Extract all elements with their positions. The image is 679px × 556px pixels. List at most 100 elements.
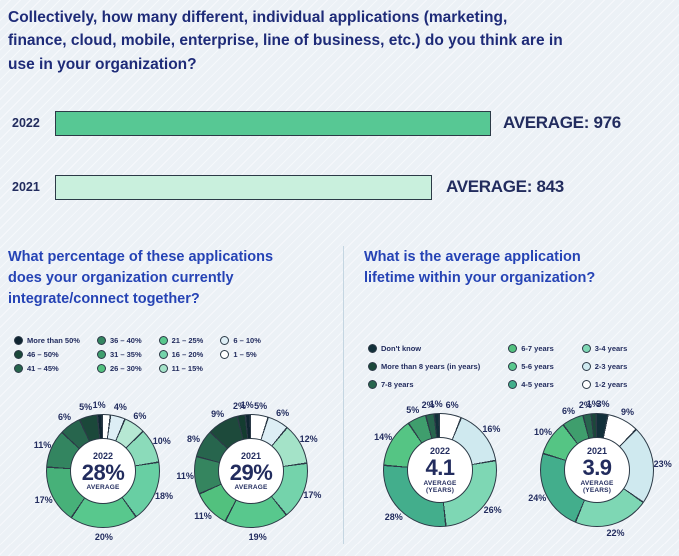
donut-segment-label: 24%	[528, 493, 547, 504]
legend-color-dot	[368, 362, 377, 371]
legend-label: More than 50%	[27, 336, 80, 345]
legend-item: 3-4 years	[581, 344, 627, 353]
donut-segment-label: 6%	[276, 408, 290, 419]
legend-label: 1 – 5%	[233, 350, 257, 359]
legend-color-dot	[220, 336, 230, 345]
legend-item: 26 – 30%	[96, 364, 142, 373]
donut-center: 2022 28% AVERAGE	[70, 438, 136, 504]
donut-ring	[46, 414, 160, 528]
legend-item: 4-5 years	[508, 380, 554, 389]
donut-segment-label: 5%	[79, 402, 93, 413]
legend-item: 41 – 45%	[14, 364, 80, 373]
legend-item: Don't know	[368, 344, 480, 353]
donut-center-year: 2022	[429, 446, 451, 457]
left-question-line-1: What percentage of these applications	[8, 249, 274, 265]
legend-label: 16 – 20%	[171, 350, 204, 359]
legend-label: More than 8 years (in years)	[381, 362, 481, 371]
donut-segment-label: 20%	[94, 532, 113, 542]
legend-item: 6 – 10%	[220, 336, 261, 345]
legend-label: Don't know	[381, 344, 422, 353]
donut-center: 2022 4.1 AVERAGE (YEARS)	[407, 437, 473, 503]
donut-center-value: 28%	[81, 459, 125, 485]
legend-color-dot	[581, 344, 591, 353]
legend-item: 46 – 50%	[14, 350, 80, 359]
bar-year-label-2022: 2022	[12, 116, 40, 130]
donut-center-sub2: (YEARS)	[425, 486, 455, 494]
donut-segment-label: 12%	[299, 433, 318, 444]
donut-segment-label: 18%	[154, 491, 174, 502]
donut-segment-label: 1%	[240, 400, 254, 411]
legend-label: 5-6 years	[521, 362, 554, 371]
left-question-line-3: integrate/connect together?	[8, 291, 200, 308]
donut-segment-label: 10%	[533, 427, 553, 437]
bar-2022	[55, 111, 491, 136]
legend-item: 2-3 years	[581, 362, 628, 371]
legend-label: 21 – 25%	[171, 336, 204, 345]
donut-segment-label: 6%	[133, 411, 147, 422]
donut-center: 2021 29% AVERAGE	[218, 438, 284, 504]
donut-center-sub2: (YEARS)	[582, 486, 612, 494]
bar-average-2021: AVERAGE: 843	[446, 177, 564, 196]
donut-segment-label: 10%	[152, 436, 171, 447]
donut-segment-label: 3%	[596, 399, 610, 410]
legend-color-dot	[581, 380, 591, 389]
legend-item: 31 – 35%	[96, 350, 142, 359]
legend-color-dot	[14, 350, 23, 359]
donut-segment-label: 2%	[578, 400, 592, 410]
bar-year-label-2021: 2021	[12, 180, 40, 194]
top-question-line-3: use in your organization?	[8, 55, 197, 73]
donut-segment-label: 4%	[113, 402, 127, 413]
donut-integration-2021: 2021 29% AVERAGE 5% 6% 12% 17% 19% 11% 11% 8% 9%…	[166, 386, 336, 556]
donut-segment-label: 6%	[561, 405, 576, 416]
donut-center-year: 2022	[92, 450, 114, 461]
donut-center-sub: AVERAGE	[234, 484, 268, 492]
legend-color-dot	[508, 380, 518, 389]
legend-label: 6 – 10%	[233, 336, 261, 345]
donut-segment-label: 16%	[482, 423, 501, 434]
legend-item: 5-6 years	[508, 362, 554, 371]
legend-item: 36 – 40%	[96, 336, 142, 345]
donut-segment-label: 2%	[421, 400, 435, 411]
legend-label: 7-8 years	[381, 380, 414, 389]
legend-label: 46 – 50%	[27, 350, 59, 359]
legend-color-dot	[508, 344, 518, 353]
donut-lifetime-2022: 2022 4.1 AVERAGE (YEARS) 6% 16% 26% 28% 14% 5…	[355, 385, 525, 555]
right-legend: Don't know More than 8 years (in years) 7-…	[368, 344, 627, 389]
left-legend: More than 50% 46 – 50% 41 – 45% 36 – 40% 31 …	[14, 336, 261, 373]
donut-segment-label: 5%	[254, 400, 268, 411]
donut-segment-label: 6%	[445, 400, 459, 411]
legend-label: 2-3 years	[594, 362, 628, 371]
legend-label: 26 – 30%	[109, 364, 142, 373]
legend-label: 31 – 35%	[109, 350, 142, 359]
legend-label: 11 – 15%	[171, 364, 203, 373]
donut-segment-label: 19%	[248, 531, 267, 542]
left-panel-question: What percentage of these applications do…	[8, 247, 308, 310]
legend-color-dot	[220, 350, 230, 359]
legend-label: 4-5 years	[521, 380, 554, 389]
right-panel-question: What is the average application lifetime…	[364, 247, 654, 289]
donut-segment-label: 26%	[483, 504, 502, 515]
legend-label: 36 – 40%	[109, 336, 142, 345]
legend-item: 21 – 25%	[158, 336, 204, 345]
top-question-line-1: Collectively, how many different, indivi…	[8, 9, 508, 26]
legend-color-dot	[581, 362, 591, 371]
legend-color-dot	[158, 350, 168, 359]
donut-segment-label: 5%	[406, 404, 420, 415]
legend-item: 16 – 20%	[158, 350, 204, 359]
donut-segment-label: 28%	[384, 512, 403, 523]
legend-item: More than 8 years (in years)	[368, 362, 480, 371]
donut-segment-label: 1%	[586, 399, 600, 410]
legend-color-dot	[14, 336, 23, 345]
donut-center-value: 29%	[229, 459, 273, 485]
right-question-line-2: lifetime within your organization?	[364, 270, 596, 287]
donut-segment-label: 17%	[303, 490, 322, 501]
donut-center-value: 4.1	[425, 455, 455, 481]
panel-divider	[343, 246, 344, 544]
donut-lifetime-2021: 2021 3.9 AVERAGE (YEARS) 3% 9% 23% 22% 24% 10…	[512, 385, 679, 555]
donut-segment-label: 8%	[186, 433, 201, 444]
donut-segment-label: 14%	[374, 431, 393, 442]
legend-item: 1 – 5%	[220, 350, 261, 359]
legend-item: 1-2 years	[581, 380, 627, 389]
legend-color-dot	[14, 364, 23, 373]
donut-center-sub: AVERAGE	[423, 479, 457, 487]
